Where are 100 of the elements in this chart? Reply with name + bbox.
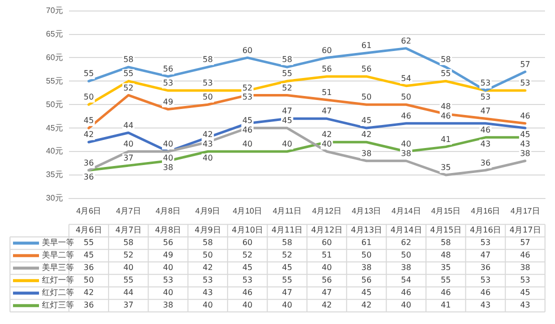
category-label: 4月10日: [232, 226, 264, 235]
data-label: 43: [480, 300, 491, 310]
data-label: 56: [322, 276, 332, 285]
annotation: 36: [84, 158, 94, 168]
legend-label: 美早一等: [42, 238, 74, 248]
legend-label: 红灯三等: [42, 300, 74, 310]
category-label: 4月11日: [271, 226, 303, 235]
data-label: 40: [322, 263, 332, 272]
annotation: 46: [440, 111, 451, 120]
data-label: 54: [401, 276, 412, 285]
data-label: 41: [440, 300, 451, 310]
annotation: 46: [242, 125, 253, 134]
annotation: 49: [162, 97, 174, 106]
data-label: 60: [242, 238, 253, 248]
y-tick-label: 30元: [46, 194, 63, 203]
category-label: 4月14日: [390, 226, 422, 235]
data-label: 58: [440, 238, 451, 248]
annotation: 56: [361, 64, 372, 74]
annotation: 56: [322, 64, 332, 74]
data-label: 55: [123, 276, 134, 285]
data-label: 42: [322, 300, 332, 310]
data-label: 62: [401, 238, 412, 248]
data-label: 43: [520, 300, 530, 310]
annotation: 54: [401, 74, 412, 83]
annotation: 56: [162, 64, 174, 74]
annotation: 50: [401, 92, 412, 102]
legend-label: 美早三等: [42, 263, 74, 272]
annotation: 43: [520, 140, 530, 149]
annotation: 38: [361, 148, 372, 158]
annotation: 47: [480, 106, 491, 116]
annotation: 51: [322, 88, 332, 97]
annotation: 45: [361, 116, 372, 126]
data-label: 48: [440, 250, 451, 260]
annotation: 37: [123, 154, 134, 163]
annotation: 36: [84, 172, 94, 182]
annotation: 41: [440, 134, 451, 144]
annotation: 40: [162, 140, 174, 149]
data-label: 58: [202, 238, 213, 248]
data-label: 35: [440, 263, 451, 272]
data-label: 45: [520, 288, 530, 298]
annotation: 52: [282, 83, 292, 92]
category-label: 4月16日: [470, 226, 502, 235]
data-label: 56: [162, 238, 174, 248]
data-label: 46: [440, 288, 451, 298]
data-label: 40: [401, 300, 412, 310]
data-label: 42: [361, 300, 372, 310]
data-label: 40: [123, 263, 134, 272]
data-label: 45: [84, 250, 94, 260]
annotation: 58: [123, 55, 134, 64]
annotation: 42: [84, 130, 94, 140]
data-label: 40: [162, 288, 174, 298]
annotation: 46: [480, 125, 491, 134]
data-label: 50: [361, 250, 372, 260]
annotation: 40: [202, 154, 213, 163]
annotation: 47: [322, 106, 332, 116]
data-label: 36: [84, 263, 94, 272]
annotation: 40: [401, 140, 412, 149]
annotation: 58: [440, 55, 451, 64]
category-label: 4月13日: [350, 226, 382, 235]
annotation: 35: [440, 163, 451, 172]
y-tick-label: 70元: [46, 6, 63, 16]
data-label: 45: [282, 263, 292, 272]
data-label: 51: [322, 250, 332, 260]
data-label: 36: [84, 300, 94, 310]
data-label: 40: [202, 300, 213, 310]
annotation: 38: [520, 148, 530, 158]
annotation: 53: [162, 78, 174, 88]
data-label: 36: [480, 263, 491, 272]
data-label: 53: [162, 276, 174, 285]
annotation: 55: [440, 69, 451, 78]
annotation: 55: [282, 69, 292, 78]
y-tick-label: 55元: [46, 76, 63, 86]
x-tick-label: 4月15日: [431, 206, 460, 216]
y-tick-label: 45元: [46, 123, 63, 132]
y-tick-label: 40元: [46, 146, 63, 156]
annotation: 45: [282, 116, 292, 126]
category-label: 4月8日: [154, 226, 182, 235]
data-label: 38: [361, 263, 372, 272]
category-label: 4月12日: [311, 226, 342, 235]
annotation: 53: [480, 92, 491, 102]
annotation: 38: [162, 162, 174, 172]
data-label: 42: [84, 288, 94, 298]
annotation: 45: [84, 116, 94, 126]
data-label: 40: [282, 300, 292, 310]
annotation: 48: [440, 102, 451, 112]
data-label: 55: [282, 276, 292, 285]
annotation: 42: [322, 130, 332, 140]
annotation: 55: [123, 69, 134, 78]
data-label: 52: [242, 250, 253, 260]
data-label: 47: [282, 288, 292, 298]
data-label: 38: [162, 300, 174, 310]
data-label: 45: [242, 263, 253, 272]
annotation: 42: [361, 130, 372, 140]
data-label: 53: [242, 276, 253, 285]
data-label: 43: [202, 288, 213, 298]
data-label: 50: [401, 250, 412, 260]
annotation: 53: [480, 78, 491, 88]
data-label: 42: [202, 263, 213, 272]
annotation: 61: [361, 41, 372, 50]
x-tick-label: 4月13日: [352, 206, 382, 216]
